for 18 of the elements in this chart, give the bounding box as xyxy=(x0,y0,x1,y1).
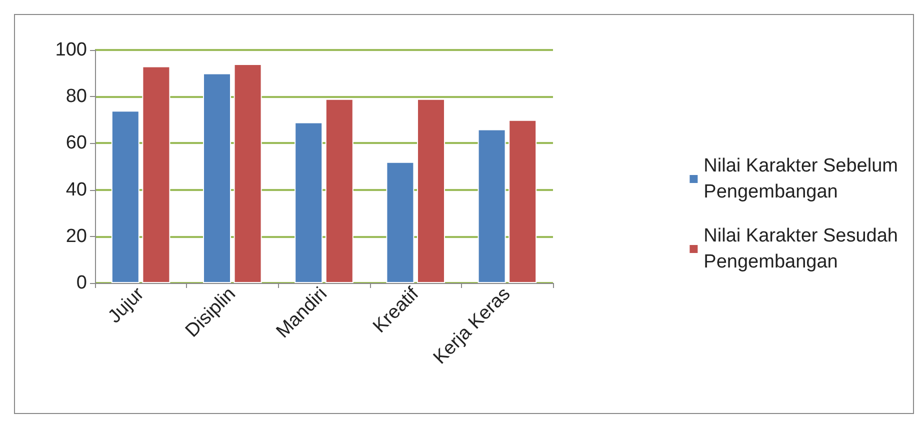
bar xyxy=(478,129,506,283)
bar xyxy=(508,120,537,283)
y-tick-label: 100 xyxy=(55,40,87,60)
y-tick-label: 80 xyxy=(66,86,87,108)
y-tick-label: 60 xyxy=(66,132,87,154)
bar xyxy=(234,64,262,283)
bar xyxy=(111,110,140,283)
bar xyxy=(386,162,414,283)
bar xyxy=(325,98,354,283)
bar xyxy=(294,122,323,283)
bar xyxy=(142,66,170,283)
bar xyxy=(203,73,231,283)
bar xyxy=(417,98,445,283)
y-tick-label: 40 xyxy=(66,179,87,200)
y-tick-label: 0 xyxy=(76,272,87,294)
legend-label: Nilai Karakter Sesudah Pengembangan xyxy=(704,226,898,272)
legend-label: Nilai Karakter Sebelum Pengembangan xyxy=(704,156,898,202)
y-tick-label: 20 xyxy=(66,226,87,247)
